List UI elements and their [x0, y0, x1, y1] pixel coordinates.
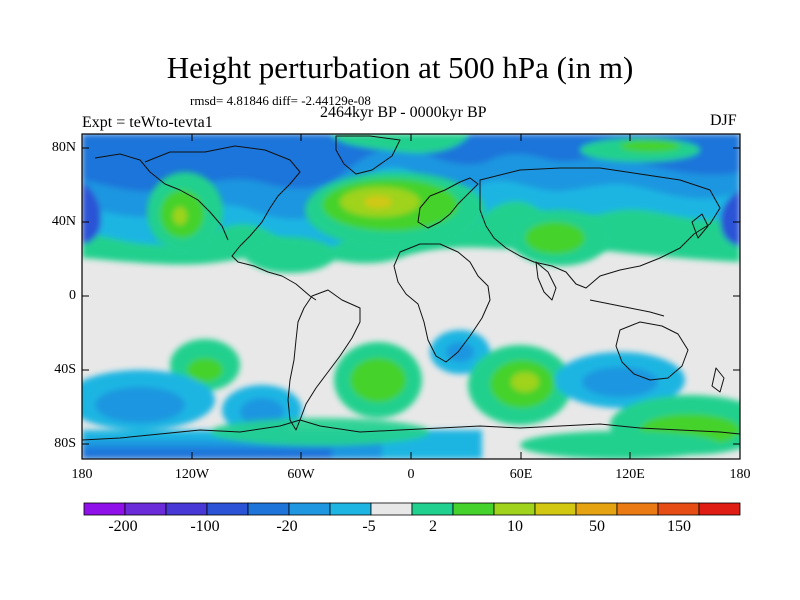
colorbar-label-10: 10 — [507, 518, 523, 535]
chile-mid-blue — [240, 398, 284, 426]
japan-coast — [691, 213, 709, 239]
antarctica-coast — [82, 419, 740, 441]
lat-label-0: 0 — [69, 288, 76, 303]
lon-label-180e: 180 — [729, 467, 751, 482]
north-america-coast — [144, 145, 317, 301]
india-coast — [535, 261, 557, 301]
antarctic-mint — [520, 431, 720, 459]
alaska-coast — [94, 153, 229, 241]
south-africa-mid-blue — [446, 342, 474, 362]
new-zealand-coast — [711, 367, 725, 393]
south-pacific-green — [187, 358, 223, 382]
asia-green — [525, 222, 585, 254]
lon-label-60w: 60W — [287, 467, 315, 482]
indonesia-coast — [589, 299, 665, 317]
pacific-dark-blue-west — [82, 182, 101, 244]
indian-ocean-yellow-green — [511, 372, 539, 392]
lon-label-0: 0 — [407, 467, 415, 482]
colorbar-cell-3 — [206, 502, 249, 516]
europe-olive — [364, 196, 392, 208]
rmsd-diff-stats: rmsd= 4.81846 diff= -2.44129e-08 — [190, 93, 371, 108]
colorbar-label--100: -100 — [190, 518, 220, 535]
colorbar-label-2: 2 — [429, 518, 437, 535]
north-america-mint — [245, 237, 335, 273]
season-label: DJF — [710, 112, 737, 129]
contour-field — [82, 134, 740, 459]
colorbar-cell-1 — [124, 502, 167, 516]
asia-coast — [479, 167, 721, 289]
pacific-high — [147, 172, 223, 252]
pacific-dark-blue-east — [720, 190, 740, 246]
colorbar-cell-2 — [165, 502, 208, 516]
colorbar-cell-7 — [370, 502, 413, 516]
colorbar-label--20: -20 — [276, 518, 298, 535]
lat-label-40s: 40S — [54, 362, 76, 377]
colorbar-cell-12 — [575, 502, 618, 516]
lon-label-180w: 180 — [71, 467, 93, 482]
lon-ticks — [81, 134, 741, 459]
colorbar-label-150: 150 — [667, 518, 691, 535]
lon-label-120e: 120E — [615, 467, 645, 482]
plot-title: Height perturbation at 500 hPa (in m) — [166, 50, 634, 85]
colorbar-label-50: 50 — [589, 518, 605, 535]
colorbar-cell-5 — [288, 502, 331, 516]
greenland-coast — [335, 135, 401, 175]
lat-ticks — [82, 147, 740, 445]
colorbar-cell-0 — [83, 502, 126, 516]
colorbar-cell-6 — [329, 502, 372, 516]
lon-label-60e: 60E — [509, 467, 533, 482]
australia-coast — [615, 321, 689, 381]
south-america-coast — [287, 289, 361, 431]
sw-pacific-mid-blue — [95, 387, 185, 423]
period-label: 2464kyr BP - 0000kyr BP — [320, 104, 487, 121]
colorbar-cell-11 — [534, 502, 577, 516]
lat-label-40n: 40N — [51, 214, 76, 229]
south-atlantic-green — [350, 358, 406, 402]
lat-label-80n: 80N — [51, 140, 76, 155]
colorbar-cell-9 — [452, 502, 495, 516]
australia-mid-blue — [582, 367, 658, 397]
colorbar-cell-10 — [493, 502, 536, 516]
south-features — [82, 330, 740, 459]
africa-coast — [393, 243, 491, 363]
greenland-mint — [330, 134, 470, 154]
pacific-yellow-green — [173, 207, 187, 225]
colorbar-cell-13 — [616, 502, 659, 516]
colorbar — [83, 502, 741, 516]
west-antarctic-mint — [210, 418, 430, 446]
lon-label-120w: 120W — [174, 467, 210, 482]
colorbar-cell-15 — [698, 502, 741, 516]
colorbar-cell-14 — [657, 502, 700, 516]
arctic-green-east — [620, 140, 680, 152]
antarctic-blue-band — [82, 448, 332, 459]
asia-high — [510, 210, 610, 266]
coastlines — [82, 135, 740, 441]
blue-north — [82, 134, 740, 192]
colorbar-label--5: -5 — [362, 518, 376, 535]
colorbar-cell-4 — [247, 502, 290, 516]
lat-label-80s: 80S — [54, 436, 76, 451]
europe-coast — [417, 177, 479, 229]
map-frame — [81, 133, 741, 460]
colorbar-label--200: -200 — [108, 518, 138, 535]
europe-high — [305, 172, 485, 248]
colorbar-cell-8 — [411, 502, 454, 516]
experiment-label: Expt = teWto-tevta1 — [82, 114, 213, 131]
